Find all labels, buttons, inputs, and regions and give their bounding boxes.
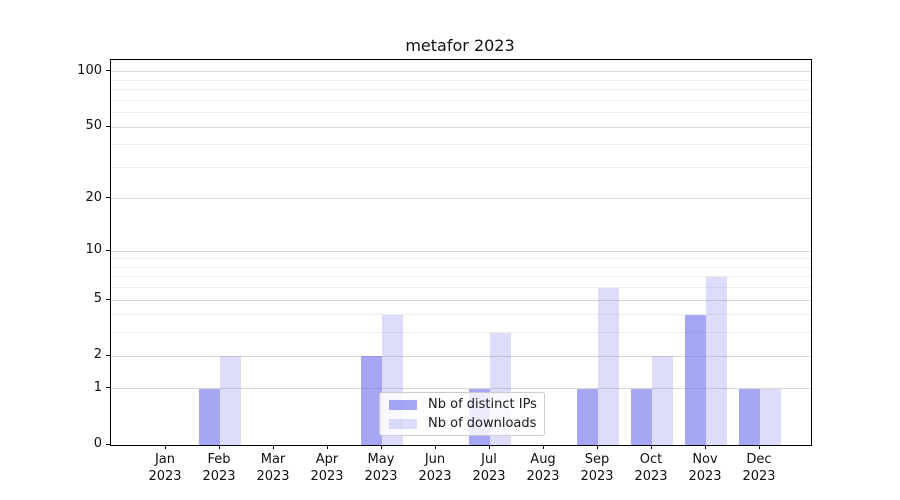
- bar-ips-may: [361, 356, 382, 445]
- gridline-major-5: [111, 299, 811, 301]
- ytick-label-1: 1: [93, 379, 102, 395]
- legend-swatch-distinct-ips: [389, 399, 417, 410]
- ytick-mark-0: [106, 443, 110, 445]
- bar-downloads-sep: [598, 287, 619, 445]
- xtick-label-apr: Apr 2023: [310, 452, 344, 484]
- xtick-mark-aug: [543, 445, 544, 449]
- xtick-label-dec: Dec 2023: [742, 452, 776, 484]
- xtick-label-jan: Jan 2023: [148, 452, 182, 484]
- gridline-minor-4: [111, 314, 811, 316]
- ytick-label-10: 10: [85, 242, 102, 258]
- gridline-major-1: [111, 388, 811, 390]
- gridline-minor-80: [111, 89, 811, 91]
- gridline-major-20: [111, 198, 811, 200]
- legend-swatch-downloads: [389, 418, 417, 429]
- xtick-label-jul: Jul 2023: [472, 452, 506, 484]
- ytick-label-20: 20: [85, 189, 102, 205]
- xtick-label-sep: Sep 2023: [580, 452, 614, 484]
- legend-entry-downloads: Nb of downloads: [389, 416, 544, 431]
- gridline-minor-8: [111, 266, 811, 268]
- xtick-mark-dec: [759, 445, 760, 449]
- bar-ips-nov: [685, 314, 706, 445]
- legend-label-distinct-ips: Nb of distinct IPs: [428, 397, 537, 412]
- bar-downloads-feb: [220, 356, 241, 445]
- gridline-minor-6: [111, 287, 811, 289]
- gridline-minor-90: [111, 79, 811, 81]
- ytick-label-100: 100: [77, 62, 102, 78]
- xtick-mark-jun: [435, 445, 436, 449]
- gridline-minor-9: [111, 258, 811, 260]
- ytick-label-5: 5: [93, 291, 102, 307]
- legend: Nb of distinct IPs Nb of downloads: [379, 392, 545, 436]
- gridline-major-100: [111, 71, 811, 73]
- gridline-minor-40: [111, 144, 811, 146]
- xtick-label-mar: Mar 2023: [256, 452, 290, 484]
- ytick-mark-50: [106, 125, 110, 127]
- bar-ips-feb: [199, 388, 220, 445]
- bar-ips-dec: [739, 388, 760, 445]
- ytick-mark-2: [106, 354, 110, 356]
- chart-title: metafor 2023: [405, 36, 515, 55]
- xtick-mark-may: [381, 445, 382, 449]
- ytick-label-0: 0: [93, 436, 102, 451]
- ytick-mark-100: [106, 70, 110, 72]
- legend-entry-distinct-ips: Nb of distinct IPs: [389, 397, 544, 412]
- xtick-mark-apr: [327, 445, 328, 449]
- xtick-mark-mar: [273, 445, 274, 449]
- gridline-major-10: [111, 250, 811, 252]
- bar-downloads-oct: [652, 356, 673, 445]
- xtick-mark-oct: [651, 445, 652, 449]
- ytick-mark-20: [106, 197, 110, 199]
- xtick-label-nov: Nov 2023: [688, 452, 722, 484]
- ytick-mark-1: [106, 387, 110, 389]
- xtick-mark-sep: [597, 445, 598, 449]
- gridline-minor-60: [111, 112, 811, 114]
- xtick-mark-jan: [165, 445, 166, 449]
- xtick-label-jun: Jun 2023: [418, 452, 452, 484]
- xtick-mark-jul: [489, 445, 490, 449]
- gridline-minor-7: [111, 276, 811, 278]
- bar-downloads-nov: [706, 276, 727, 445]
- xtick-label-aug: Aug 2023: [526, 452, 560, 484]
- xtick-label-oct: Oct 2023: [634, 452, 668, 484]
- ytick-label-2: 2: [93, 347, 102, 363]
- gridline-major-2: [111, 355, 811, 357]
- gridline-minor-3: [111, 332, 811, 334]
- ytick-mark-10: [106, 249, 110, 251]
- bar-ips-oct: [631, 388, 652, 445]
- ytick-label-50: 50: [85, 118, 102, 134]
- bar-downloads-dec: [760, 388, 781, 445]
- gridline-major-50: [111, 126, 811, 128]
- xtick-mark-nov: [705, 445, 706, 449]
- gridline-minor-30: [111, 166, 811, 168]
- legend-label-downloads: Nb of downloads: [428, 416, 537, 431]
- ytick-mark-5: [106, 298, 110, 300]
- xtick-label-feb: Feb 2023: [202, 452, 236, 484]
- xtick-label-may: May 2023: [364, 452, 398, 484]
- xtick-mark-feb: [219, 445, 220, 449]
- bar-ips-sep: [577, 388, 598, 445]
- gridline-minor-70: [111, 99, 811, 101]
- plot-area: [110, 59, 812, 446]
